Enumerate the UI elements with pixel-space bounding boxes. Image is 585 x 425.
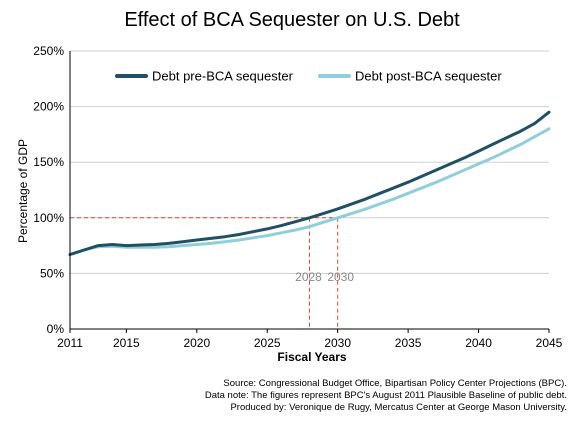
data-note-line: Data note: The figures represent BPC's A… bbox=[204, 390, 567, 401]
y-axis-title: Percentage of GDP bbox=[16, 139, 30, 243]
legend-label-pre-bca: Debt pre-BCA sequester bbox=[152, 69, 294, 84]
produced-by-line: Produced by: Veronique de Rugy, Mercatus… bbox=[230, 402, 567, 413]
x-tick-label: 2030 bbox=[324, 336, 351, 350]
axes bbox=[69, 51, 550, 333]
source-note: Source: Congressional Budget Office, Bip… bbox=[205, 378, 567, 414]
tick-labels: 0% 50% 100% 150% 200% 250% 2011 2015 2020 2025 203… bbox=[33, 44, 562, 350]
x-tick-label: 2035 bbox=[395, 336, 422, 350]
y-tick-label: 150% bbox=[33, 155, 64, 169]
x-tick-label: 2020 bbox=[183, 336, 210, 350]
y-tick-label: 200% bbox=[33, 100, 64, 114]
x-tick-label: 2040 bbox=[465, 336, 492, 350]
reference-lines bbox=[70, 217, 339, 329]
legend: Debt pre-BCA sequester Debt post-BCA sequ… bbox=[115, 69, 502, 84]
legend-label-post-bca: Debt post-BCA sequester bbox=[355, 69, 502, 84]
x-tick-label: 2011 bbox=[57, 336, 83, 350]
x-tick-label: 2015 bbox=[113, 336, 140, 350]
series-lines bbox=[68, 110, 551, 256]
y-tick-label: 100% bbox=[33, 211, 64, 225]
x-axis-title: Fiscal Years bbox=[277, 350, 346, 364]
source-line: Source: Congressional Budget Office, Bip… bbox=[223, 378, 567, 389]
annotation-label-2028: 2028 bbox=[295, 270, 322, 284]
y-tick-label: 50% bbox=[40, 266, 64, 280]
y-tick-label: 0% bbox=[47, 322, 65, 336]
chart-title: Effect of BCA Sequester on U.S. Debt bbox=[124, 9, 460, 31]
annotation-label-2030: 2030 bbox=[327, 270, 354, 284]
series-line-post-bca bbox=[68, 127, 551, 256]
annotations: 2028 2030 bbox=[295, 270, 354, 284]
series-line-pre-bca bbox=[68, 110, 551, 256]
x-tick-label: 2045 bbox=[536, 336, 563, 350]
x-tick-label: 2025 bbox=[254, 336, 281, 350]
y-tick-label: 250% bbox=[33, 44, 64, 58]
